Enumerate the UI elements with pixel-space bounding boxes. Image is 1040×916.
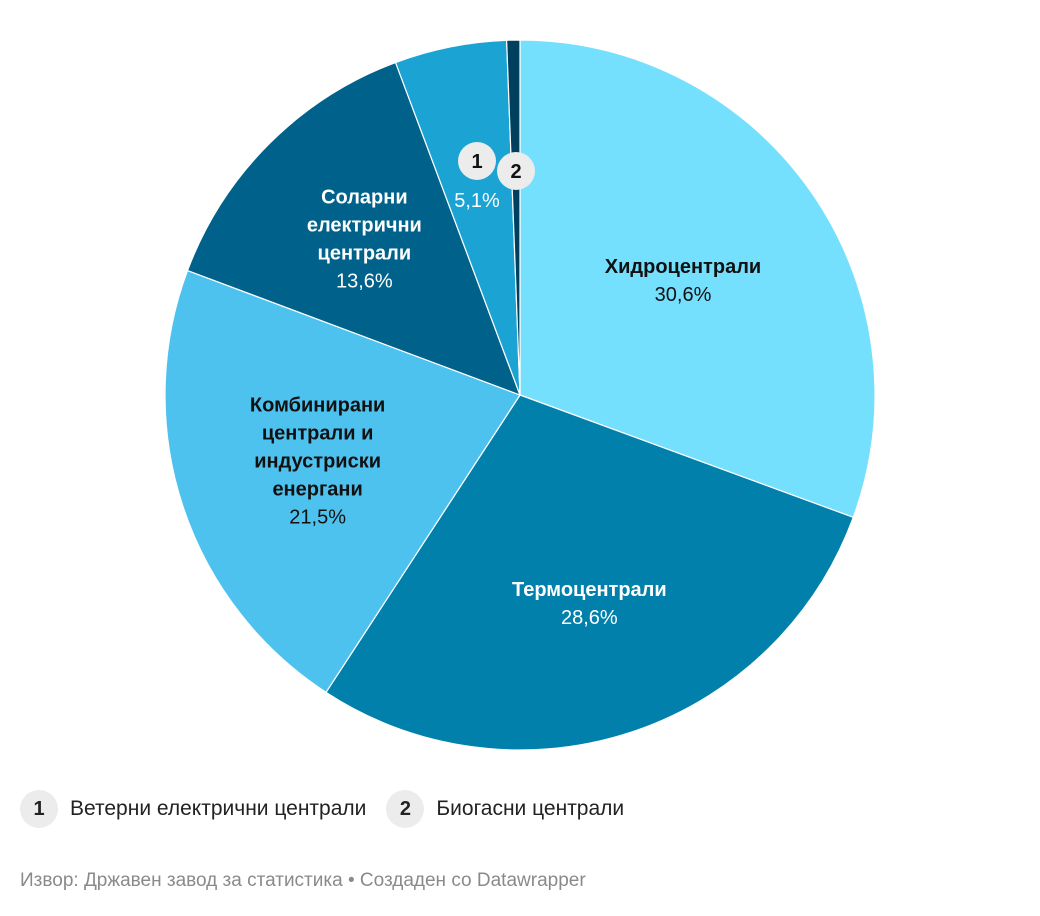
legend-label: Биогасни централи	[436, 797, 625, 820]
source-footer: Извор: Државен завод за статистика • Соз…	[20, 870, 586, 891]
legend-key-badge: 1	[20, 790, 58, 828]
pie-slice	[164, 269, 521, 694]
slice-label: Термоцентрали	[512, 579, 667, 601]
slice-label: централи	[318, 242, 412, 264]
pie-slice	[505, 39, 521, 396]
slice-value-label: 13,6%	[336, 270, 393, 292]
pie-slice	[186, 61, 522, 397]
key-legend: 1 Ветерни електрични централи 2 Биогасни…	[20, 790, 624, 828]
slice-value-label: 28,6%	[561, 607, 618, 629]
slice-key-badge: 1	[458, 142, 496, 180]
svg-text:2: 2	[510, 161, 521, 183]
slice-label: енергани	[272, 478, 362, 500]
slice-label: Соларни	[321, 186, 408, 208]
pie-chart: Хидроцентрали 30,6% Термоцентрали 28,6% Комб…	[164, 39, 876, 751]
svg-text:1: 1	[471, 151, 482, 173]
slice-value-label: 30,6%	[655, 284, 712, 306]
slice-label: Комбинирани	[250, 394, 385, 416]
legend-key-badge: 2	[386, 790, 425, 828]
slice-key-badge: 2	[497, 152, 535, 190]
slice-value-label: 5,1%	[454, 190, 500, 212]
pie-slice	[325, 394, 855, 751]
slice-value-label: 21,5%	[289, 506, 346, 528]
slice-label: Хидроцентрали	[605, 256, 761, 278]
slice-label: индустриски	[254, 450, 381, 472]
pie-slice	[519, 39, 876, 519]
legend-label: Ветерни електрични централи	[70, 797, 367, 820]
legend-item-wind: 1 Ветерни електрични централи	[20, 790, 366, 828]
slice-label: електрични	[307, 214, 422, 236]
legend-item-biogas: 2 Биогасни централи	[386, 790, 624, 828]
slice-label: централи и	[262, 422, 373, 444]
